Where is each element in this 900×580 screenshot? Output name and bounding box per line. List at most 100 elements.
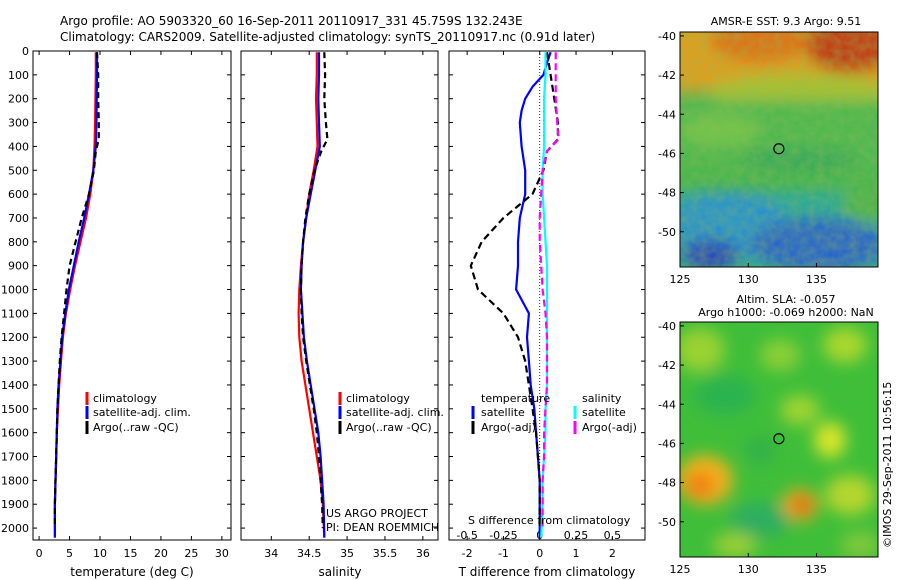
copyright-stamp: ©IMOS 29-Sep-2011 10:56:15 [881,382,894,548]
x-tick-label: 34.5 [297,547,322,560]
x-tick-label: -1 [498,547,509,560]
y-tick-label: 1700 [1,451,29,464]
temperature-profile-plot: 0100200300400500600700800900100011001200… [1,45,232,579]
x-tick-label: 10 [93,547,107,560]
lon-tick-label: 135 [806,273,827,286]
y-tick-label: 1300 [1,355,29,368]
lat-tick-label: -50 [658,516,676,529]
y-tick-label: 1600 [1,427,29,440]
figure-title-line2: Climatology: CARS2009. Satellite-adjuste… [60,30,595,44]
secondary-x-tick-label: 0.5 [604,529,622,542]
sla-map-title: Altim. SLA: -0.057 [736,293,835,306]
y-tick-label: 300 [8,117,29,130]
y-tick-label: 1000 [1,284,29,297]
y-tick-label: 500 [8,164,29,177]
figure-title-line1: Argo profile: AO 5903320_60 16-Sep-2011 … [60,14,523,28]
lat-tick-label: -44 [658,398,676,411]
x-tick-label: -2 [462,547,473,560]
y-tick-label: 1400 [1,379,29,392]
difference-profile-plot: -2 -1 0 1 2 -0.5 -0.25 0 0.25 0.5 T difference f… [448,50,646,579]
x-tick-label: 34 [264,547,278,560]
x-tick-label: 5 [66,547,73,560]
difference-legend-salinity: salinity satellite Argo(-adj) [573,392,637,434]
y-tick-label: 600 [8,188,29,201]
depth-axis: 0 100 200 300 400 500 600 700 800 900 1000 1100 1200… [1,45,231,535]
lon-tick-label: 125 [670,273,691,286]
legend-label-sal-argo: Argo(-adj) [582,421,637,434]
series-line-salinity-argo-adj [538,52,560,529]
lat-tick-label: -42 [658,69,676,82]
y-tick-label: 100 [8,69,29,82]
sla-field [680,322,878,557]
legend-label-satellite: satellite-adj. clim. [346,406,444,419]
difference-legend-temperature: temperature satellite Argo(-adj) [471,392,550,434]
x-tick-label: 25 [184,547,198,560]
y-tick-label: 700 [8,212,29,225]
y-tick-label: 2000 [1,522,29,535]
s-difference-axis-label: S difference from climatology [468,514,631,527]
argo-location-marker [773,143,785,155]
argo-location-marker [773,433,785,445]
secondary-x-tick-label: 0.25 [564,529,589,542]
legend-title-temperature: temperature [481,392,550,405]
credit-pi: PI: DEAN ROEMMICH [326,521,439,534]
temperature-axis: 0 5 10 15 20 25 30 [36,51,229,560]
series-line-temperature-satellite [514,51,552,538]
x-tick-label: 0 [536,547,543,560]
salinity-profile-plot: 34 34.5 35 35.5 36 salinity climatology sate… [240,50,444,579]
sst-lon-axis: 125 130 135 [670,263,827,286]
sst-map-frame [679,31,879,268]
y-tick-label: 400 [8,140,29,153]
lat-tick-label: -40 [658,30,676,43]
sla-map-subtitle: Argo h1000: -0.069 h2000: NaN [698,306,874,319]
salinity-axis-label: salinity [318,565,361,579]
temperature-legend: climatology satellite-adj. clim. Argo(..… [85,392,191,434]
x-tick-label: 30 [215,547,229,560]
secondary-x-tick-label: -0.5 [456,529,477,542]
x-tick-label: 36 [416,547,430,560]
lat-tick-label: -40 [658,320,676,333]
y-tick-label: 900 [8,260,29,273]
x-tick-label: 0 [36,547,43,560]
y-tick-label: 200 [8,93,29,106]
lat-tick-label: -42 [658,359,676,372]
lat-tick-label: -46 [658,147,676,160]
credit-project: US ARGO PROJECT [326,507,428,520]
sla-map: Altim. SLA: -0.057 Argo h1000: -0.069 h2… [658,293,879,576]
sla-lat-axis: -40 -42 -44 -46 -48 -50 [658,320,684,529]
lat-tick-label: -50 [658,226,676,239]
salinity-legend: climatology satellite-adj. clim. Argo(..… [338,392,444,434]
series-line-climatology [297,52,326,538]
y-tick-label: 1900 [1,498,29,511]
lon-tick-label: 130 [738,563,759,576]
x-tick-label: 1 [573,547,580,560]
legend-label-temp-satellite: satellite [481,406,525,419]
y-tick-label: 1200 [1,331,29,344]
lon-tick-label: 130 [738,273,759,286]
x-tick-label: 20 [154,547,168,560]
sla-lon-axis: 125 130 135 [670,553,827,576]
legend-title-salinity: salinity [582,392,622,405]
t-difference-axis-label: T difference from climatology [458,565,636,579]
lat-tick-label: -48 [658,187,676,200]
legend-label-climatology: climatology [346,392,410,405]
lat-tick-label: -46 [658,437,676,450]
temperature-plot-frame [32,50,232,541]
y-tick-label: 1100 [1,307,29,320]
sst-field [680,32,878,267]
lat-tick-label: -44 [658,108,676,121]
legend-label-climatology: climatology [93,392,157,405]
x-tick-label: 15 [123,547,137,560]
x-tick-label: 35.5 [373,547,398,560]
lat-tick-label: -48 [658,477,676,490]
y-tick-label: 0 [22,45,29,58]
lon-tick-label: 125 [670,563,691,576]
sst-lat-axis: -40 -42 -44 -46 -48 -50 [658,30,684,239]
salinity-axis: 34 34.5 35 35.5 36 [264,51,430,560]
y-tick-label: 1800 [1,474,29,487]
legend-label-argo: Argo(..raw -QC) [93,421,179,434]
legend-label-temp-argo: Argo(-adj) [481,421,536,434]
secondary-x-tick-label: -0.25 [489,529,517,542]
legend-label-sal-satellite: satellite [582,406,626,419]
